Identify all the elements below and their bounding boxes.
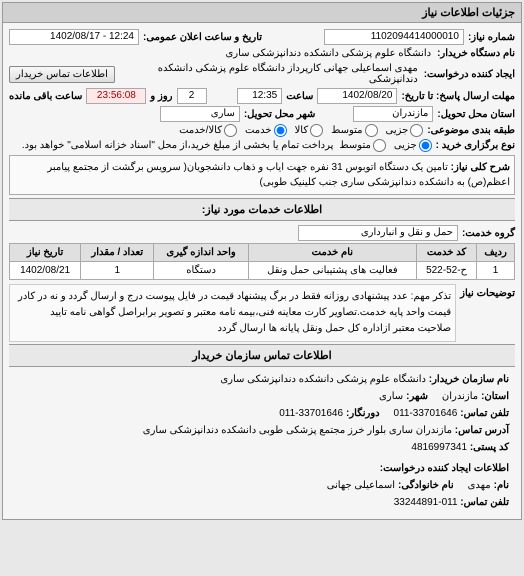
payment-type-label: نوع برگزاری خرید : (436, 140, 515, 151)
contact-city: ساری (379, 388, 403, 405)
days-remaining: 2 (177, 88, 207, 104)
requester-value: مهدی اسماعیلی جهانی کارپرداز دانشگاه علو… (119, 62, 420, 86)
table-row: 1ح-52-522فعالیت های پشتیبانی حمل ونقلدست… (10, 262, 515, 280)
city-value: ساری (160, 106, 240, 122)
budget-type-label: طبقه بندی موضوعی: (427, 125, 515, 136)
table-header: نام خدمت (248, 244, 416, 262)
payment-note: پرداخت تمام یا بخشی از مبلغ خرید،از محل … (9, 139, 335, 152)
contact-city-label: شهر: (406, 388, 428, 405)
time-remaining: 23:56:08 (86, 88, 146, 104)
contact-address: مازندران ساری بلوار خرز مجتمع پزشکی طوبی… (143, 425, 452, 436)
service-group-value: حمل و نقل و انبارداری (298, 225, 458, 241)
contact-section-title: اطلاعات تماس سازمان خریدار (9, 344, 515, 367)
notes-text: تذکر مهم: عدد پیشنهادی روزانه فقط در برگ… (9, 284, 456, 342)
deadline-time: 12:35 (237, 88, 282, 104)
table-cell: 1402/08/21 (10, 262, 81, 280)
table-header: ردیف (477, 244, 515, 262)
province-value: مازندران (353, 106, 433, 122)
budget-option[interactable]: متوسط (331, 124, 377, 137)
budget-radio[interactable] (274, 124, 287, 137)
notes-label: توضیحات نیاز (460, 284, 515, 299)
table-cell: دستگاه (154, 262, 248, 280)
table-cell: 1 (477, 262, 515, 280)
payment-option[interactable]: جزیی (394, 139, 432, 152)
contact-org: دانشگاه علوم پزشکی دانشکده دندانپزشکی سا… (220, 374, 426, 385)
payment-option[interactable]: متوسط (339, 139, 385, 152)
table-cell: ح-52-522 (416, 262, 476, 280)
table-header: واحد اندازه گیری (154, 244, 248, 262)
creator-family: اسماعیلی جهانی (327, 477, 395, 494)
remain-label: ساعت باقی مانده (9, 91, 82, 102)
requester-label: ایجاد کننده درخواست: (424, 69, 515, 80)
public-date-label: تاریخ و ساعت اعلان عمومی: (143, 32, 262, 43)
public-date-value: 12:24 - 1402/08/17 (9, 29, 139, 45)
need-no-label: شماره نیاز: (468, 32, 515, 43)
table-cell: فعالیت های پشتیبانی حمل ونقل (248, 262, 416, 280)
budget-option[interactable]: خدمت (245, 124, 287, 137)
city-label: شهر محل تحویل: (244, 109, 316, 120)
table-header: کد خدمت (416, 244, 476, 262)
service-group-label: گروه خدمت: (462, 228, 515, 239)
contact-province: مازندران (442, 388, 478, 405)
buyer-org-label: نام دستگاه خریدار: (437, 48, 515, 59)
creator-name: مهدی (468, 477, 491, 494)
deadline-label: مهلت ارسال پاسخ: تا تاریخ: (401, 91, 515, 102)
budget-option[interactable]: کالا/خدمت (179, 124, 237, 137)
deadline-date: 1402/08/20 (317, 88, 397, 104)
budget-radio[interactable] (310, 124, 323, 137)
contact-address-label: آدرس تماس: (455, 425, 509, 436)
creator-phone: 011-33244891 (394, 497, 458, 508)
creator-title: اطلاعات ایجاد کننده درخواست: (380, 463, 509, 474)
budget-option[interactable]: جزیی (386, 124, 424, 137)
contact-block: نام سازمان خریدار: دانشگاه علوم پزشکی دا… (9, 367, 515, 515)
panel-title: جزئیات اطلاعات نیاز (3, 3, 521, 23)
creator-phone-label: تلفن تماس: (460, 497, 509, 508)
province-label: استان محل تحویل: (437, 109, 515, 120)
main-desc-label: شرح کلی نیاز: (451, 162, 510, 173)
details-panel: جزئیات اطلاعات نیاز شماره نیاز: 11020944… (2, 2, 522, 520)
contact-phone: 011-33701646 (394, 405, 458, 422)
deadline-time-label: ساعت (286, 91, 313, 102)
budget-radio[interactable] (365, 124, 378, 137)
contact-org-label: نام سازمان خریدار: (429, 374, 509, 385)
contact-postal-label: کد پستی: (470, 442, 509, 453)
main-description-block: شرح کلی نیاز: تامین یک دستگاه اتوبوس 31 … (9, 155, 515, 195)
table-header: تاریخ نیاز (10, 244, 81, 262)
buyer-org-value: دانشگاه علوم پزشکی دانشکده دندانپزشکی سا… (223, 47, 433, 60)
table-cell: 1 (81, 262, 154, 280)
table-header: تعداد / مقدار (81, 244, 154, 262)
contact-fax-label: دورنگار: (346, 405, 380, 422)
days-label: روز و (150, 91, 172, 102)
contact-postal: 4816997341 (411, 442, 467, 453)
service-table: ردیفکد خدمتنام خدمتواحد اندازه گیریتعداد… (9, 243, 515, 280)
payment-radio[interactable] (373, 139, 386, 152)
service-section-title: اطلاعات خدمات مورد نیاز: (9, 198, 515, 221)
payment-radio[interactable] (419, 139, 432, 152)
main-desc-text: تامین یک دستگاه اتوبوس 31 نفره جهت ایاب … (47, 162, 510, 188)
budget-radio[interactable] (410, 124, 423, 137)
contact-fax: 011-33701646 (279, 405, 343, 422)
budget-radio[interactable] (224, 124, 237, 137)
need-no-value: 1102094414000010 (324, 29, 464, 45)
budget-option[interactable]: کالا (295, 124, 324, 137)
creator-family-label: نام خانوادگی: (398, 477, 454, 494)
contact-phone-label: تلفن تماس: (460, 405, 509, 422)
budget-radio-group: جزیی متوسط کالا خدمت کالا/خدمت (179, 124, 423, 137)
contact-province-label: استان: (481, 388, 509, 405)
creator-name-label: نام: (494, 477, 509, 494)
buyer-contact-button[interactable]: اطلاعات تماس خریدار (9, 66, 115, 83)
payment-radio-group: جزیی متوسط (339, 139, 431, 152)
